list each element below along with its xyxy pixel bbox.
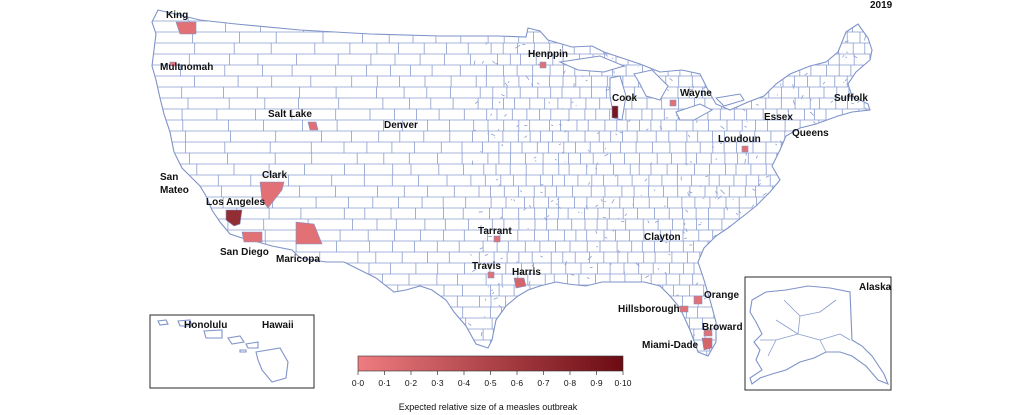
year-label: 2019 [870, 0, 893, 11]
hawaii-island-1 [177, 319, 193, 327]
county-multnomah [169, 61, 177, 67]
legend-tick-label-0: 0·0 [352, 378, 365, 388]
legend-tick-label-1: 0·1 [378, 378, 391, 388]
hawaii-island-3 [227, 335, 245, 345]
county-san-diego [241, 231, 263, 243]
county-label-essex: Essex [764, 112, 793, 123]
color-legend: 0·0 0·1 0·2 0·3 0·4 0·5 0·6 0·7 0·8 0·9 0·10 Expec… [352, 355, 632, 412]
legend-tick-label-5: 0·5 [484, 378, 497, 388]
county-salt-lake [307, 121, 319, 131]
county-loudoun [741, 145, 749, 153]
county-label-hillsborough: Hillsborough [618, 304, 680, 315]
county-label-salt-lake: Salt Lake [268, 109, 312, 120]
legend-tick-label-2: 0·2 [405, 378, 418, 388]
hawaii-island-2 [203, 329, 223, 339]
lake-4 [714, 93, 745, 107]
county-label-cook: Cook [612, 93, 637, 104]
county-cook [611, 105, 619, 119]
legend-tick-label-8: 0·8 [564, 378, 577, 388]
county-broward [703, 329, 713, 337]
county-harris [513, 277, 527, 289]
hawaii-islands [157, 319, 289, 383]
county-label-wayne: Wayne [680, 88, 712, 99]
county-miami-dade [701, 337, 713, 351]
county-orange [693, 295, 703, 305]
county-label-san-diego: San Diego [220, 247, 269, 258]
hawaii-island-0 [157, 319, 169, 326]
county-label-clark: Clark [262, 170, 287, 181]
alaska-boroughs [760, 299, 851, 357]
county-clark [259, 181, 285, 209]
legend-title: Expected relative size of a measles outb… [399, 402, 578, 412]
county-label-multnomah: Multnomah [160, 62, 213, 73]
highlighted-counties [169, 21, 749, 351]
county-label-queens: Queens [792, 128, 829, 139]
legend-tick-label-7: 0·7 [537, 378, 550, 388]
county-labels: King Multnomah Salt Lake Denver San Mateo Clar… [160, 10, 868, 351]
lake-2 [633, 69, 669, 101]
county-king [175, 21, 197, 35]
county-maricopa [295, 221, 323, 245]
legend-tick-label-6: 0·6 [511, 378, 524, 388]
legend-ticks: 0·0 0·1 0·2 0·3 0·4 0·5 0·6 0·7 0·8 0·9 0·10 [352, 371, 632, 388]
county-hillsborough [679, 305, 689, 313]
county-travis [487, 271, 495, 279]
legend-tick-label-4: 0·4 [458, 378, 471, 388]
county-label-loudoun: Loudoun [718, 134, 761, 145]
legend-tick-label-3: 0·3 [431, 378, 444, 388]
legend-tick-label-9: 0·9 [590, 378, 603, 388]
legend-tick-label-10: 0·10 [614, 378, 631, 388]
hawaii-label: Hawaii [262, 320, 294, 331]
lake-3 [675, 103, 714, 121]
county-label-orange: Orange [704, 290, 739, 301]
county-label-henppin: Henppin [528, 49, 568, 60]
alaska-borough-lines [760, 299, 851, 357]
county-tarrant [493, 235, 501, 243]
county-label-honolulu: Honolulu [184, 320, 227, 331]
county-label-los-angeles: Los Angeles [206, 197, 266, 208]
county-label-king: King [166, 10, 188, 21]
county-label-tarrant: Tarrant [478, 226, 512, 237]
alaska-inset [744, 276, 892, 391]
hawaii-inset [149, 314, 315, 389]
alaska-label: Alaska [859, 282, 892, 293]
great-lakes [558, 55, 745, 121]
hawaii-island-4 [245, 341, 259, 349]
county-label-maricopa: Maricopa [276, 254, 320, 265]
county-label-denver: Denver [384, 120, 418, 131]
lake-0 [558, 55, 626, 73]
legend-colorbar [357, 355, 624, 372]
county-label-broward: Broward [702, 322, 743, 333]
county-label-miami-dade: Miami-Dade [642, 340, 699, 351]
county-label-suffolk: Suffolk [834, 93, 868, 104]
county-label-travis: Travis [472, 261, 501, 272]
county-label-harris: Harris [512, 267, 541, 278]
county-label-4-line1: San [160, 172, 178, 183]
hawaii-island-5 [239, 349, 247, 353]
county-label-4-line2: Mateo [160, 185, 189, 196]
county-wayne [669, 99, 677, 107]
county-los-angeles [225, 209, 243, 227]
hawaii-island-6 [255, 347, 289, 383]
county-henppin [539, 61, 547, 69]
county-label-clayton: Clayton [644, 232, 681, 243]
